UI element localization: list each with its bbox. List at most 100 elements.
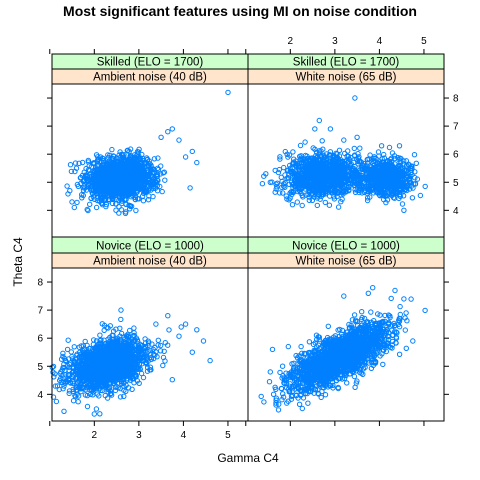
data-point: [97, 411, 103, 417]
data-point: [151, 181, 157, 187]
data-point: [396, 143, 403, 149]
data-point: [182, 321, 189, 327]
data-point: [200, 338, 207, 344]
data-point: [140, 198, 147, 204]
data-point: [104, 186, 110, 193]
data-point: [109, 182, 116, 188]
data-point: [399, 201, 406, 207]
data-point: [73, 165, 80, 171]
data-point: [187, 185, 193, 191]
data-point: [71, 204, 78, 211]
data-point: [113, 155, 120, 161]
data-point: [85, 159, 92, 165]
data-point: [314, 202, 320, 209]
data-point: [126, 202, 132, 208]
data-point: [158, 163, 164, 169]
data-point: [133, 207, 139, 214]
data-point: [117, 149, 123, 155]
data-point: [127, 146, 134, 152]
data-point: [53, 398, 60, 405]
data-point: [354, 134, 360, 141]
data-point: [160, 170, 166, 176]
data-point: [113, 196, 120, 203]
data-point: [113, 181, 119, 188]
data-point: [306, 197, 312, 204]
noise-strip-label: White noise (65 dB): [296, 256, 397, 268]
data-point: [131, 191, 137, 197]
panels-group: Skilled (ELO = 1700) Ambient noise (40 dB…: [49, 53, 445, 422]
data-point: [322, 199, 328, 206]
data-point: [110, 156, 116, 162]
data-point: [110, 194, 116, 200]
points-4: [258, 285, 428, 413]
data-point: [138, 160, 145, 166]
data-point: [140, 185, 146, 192]
data-point: [422, 183, 428, 190]
data-point: [127, 206, 133, 212]
data-point: [136, 177, 142, 184]
data-point: [147, 161, 153, 167]
data-point: [79, 172, 86, 179]
data-point: [169, 377, 176, 383]
data-point: [84, 206, 90, 213]
data-point: [97, 158, 103, 164]
data-point: [116, 204, 122, 210]
data-point: [287, 162, 293, 169]
data-point: [341, 137, 347, 143]
data-point: [151, 156, 158, 162]
noise-strip-label: Ambient noise (40 dB): [93, 256, 207, 268]
data-point: [84, 403, 91, 410]
skill-strip-label: Skilled (ELO = 1700): [293, 57, 400, 69]
data-point: [336, 147, 343, 154]
data-point: [71, 344, 78, 350]
data-point: [60, 350, 66, 356]
data-point: [158, 134, 164, 141]
data-point: [299, 202, 305, 209]
data-point: [68, 168, 75, 175]
y-axis-label: Theta C4: [11, 237, 25, 287]
data-point: [289, 161, 296, 167]
data-point: [85, 167, 92, 173]
data-point: [119, 193, 125, 200]
data-point: [159, 188, 165, 195]
data-point: [176, 333, 182, 339]
data-point: [409, 195, 416, 201]
data-point: [93, 406, 100, 412]
data-point: [110, 187, 117, 193]
data-point: [314, 195, 320, 201]
data-point: [182, 154, 189, 160]
data-point: [118, 190, 125, 197]
data-point: [153, 321, 159, 327]
data-point: [290, 149, 296, 155]
data-point: [169, 126, 176, 132]
data-point: [67, 162, 74, 168]
points-3: [49, 307, 213, 417]
data-point: [148, 163, 154, 170]
data-point: [142, 176, 148, 183]
points-2: [259, 95, 428, 214]
data-point: [327, 126, 334, 132]
data-point: [128, 156, 134, 162]
data-point: [105, 192, 111, 198]
data-point: [316, 117, 322, 124]
data-point: [319, 138, 325, 144]
data-point: [109, 146, 115, 153]
data-point: [151, 175, 157, 181]
data-point: [335, 204, 342, 210]
data-point: [127, 327, 133, 334]
data-point: [90, 179, 96, 185]
data-point: [411, 152, 418, 158]
data-point: [378, 143, 385, 149]
data-point: [74, 199, 80, 206]
skill-strip-label: Novice (ELO = 1000): [96, 241, 204, 253]
data-point: [113, 207, 119, 213]
data-point: [117, 161, 123, 168]
data-point: [98, 191, 104, 198]
data-point: [281, 164, 287, 171]
data-point: [178, 324, 184, 330]
data-point: [357, 145, 363, 151]
data-point: [94, 187, 100, 194]
data-point: [74, 181, 81, 188]
data-point: [85, 207, 91, 214]
